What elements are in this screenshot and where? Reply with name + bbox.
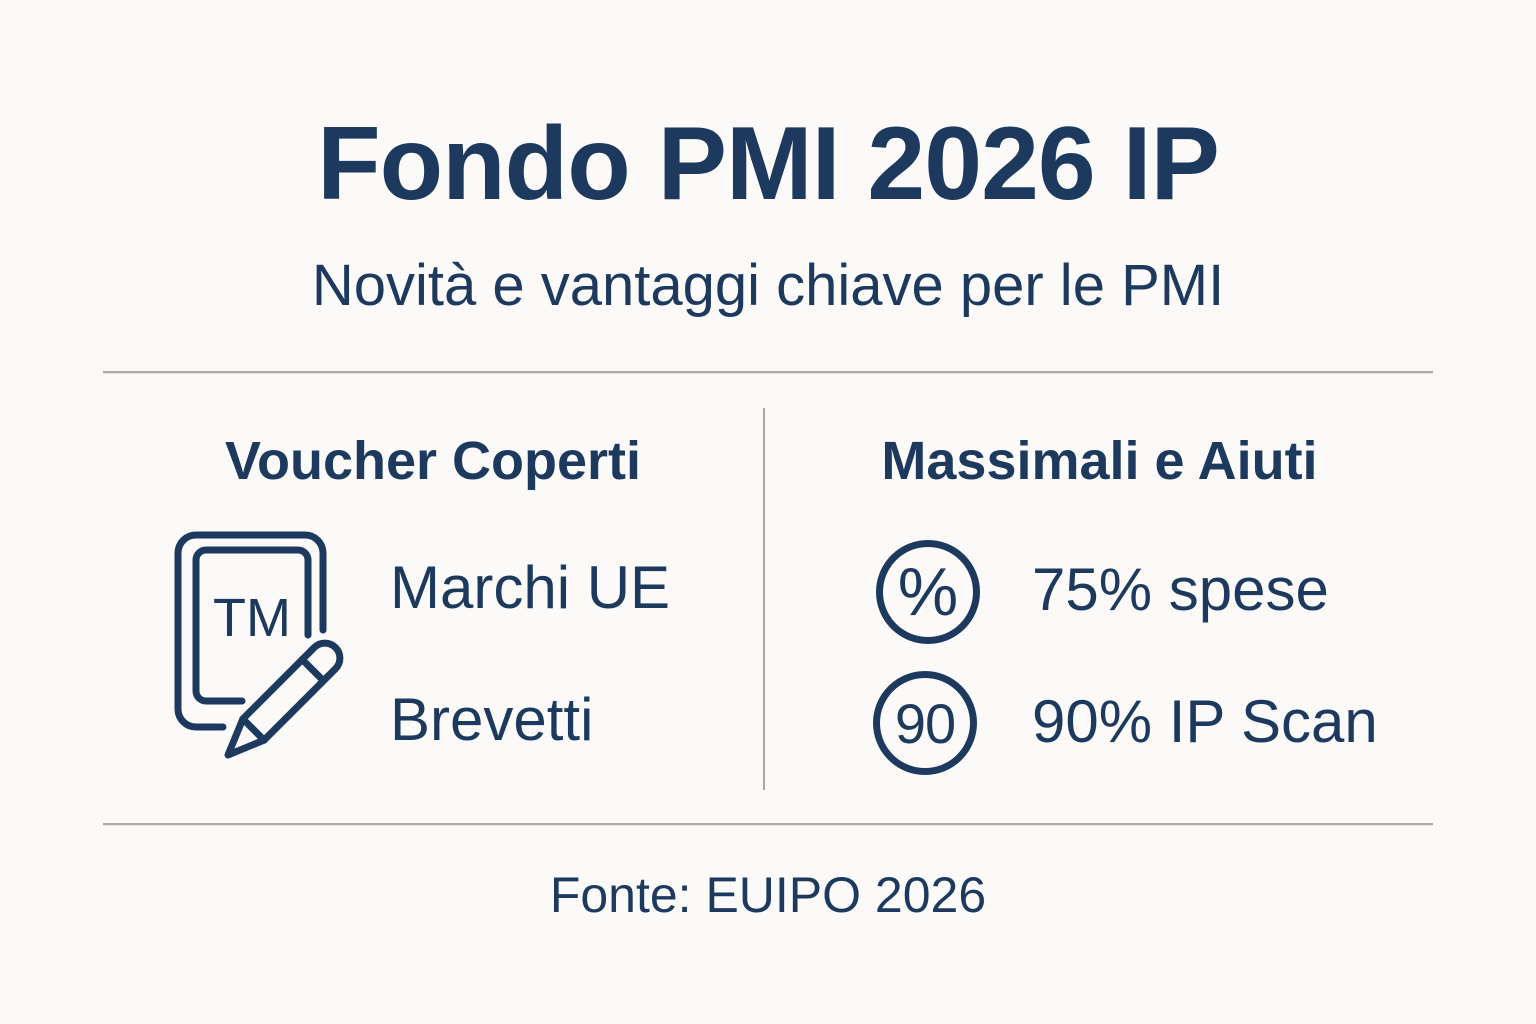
- page-subtitle: Novità e vantaggi chiave per le PMI: [311, 253, 1225, 318]
- trademark-document-pencil-icon: TM: [174, 531, 344, 759]
- page-outline: [192, 546, 312, 705]
- page-title: Fondo PMI 2026 IP: [317, 106, 1220, 222]
- aid-item-spese: 75% spese: [1032, 556, 1329, 623]
- voucher-item-marchi: Marchi UE: [390, 554, 671, 621]
- bottom-divider: [103, 823, 1433, 826]
- source-note: Fonte: EUIPO 2026: [549, 867, 987, 923]
- ninety-circle-icon: 90: [873, 671, 977, 775]
- tablet-outline: [174, 531, 327, 731]
- column-divider: [763, 408, 765, 790]
- tm-label: TM: [213, 588, 291, 648]
- voucher-item-brevetti: Brevetti: [390, 686, 594, 753]
- voucher-panel-heading: Voucher Coperti: [224, 431, 642, 491]
- percent-circle-icon: %: [876, 540, 980, 644]
- pencil-icon: [224, 639, 344, 759]
- ninety-badge-label: 90: [894, 691, 956, 755]
- percent-badge-label: %: [897, 554, 959, 630]
- aid-item-ipscan: 90% IP Scan: [1032, 688, 1378, 755]
- top-divider: [103, 371, 1433, 374]
- massimali-panel-heading: Massimali e Aiuti: [881, 431, 1318, 491]
